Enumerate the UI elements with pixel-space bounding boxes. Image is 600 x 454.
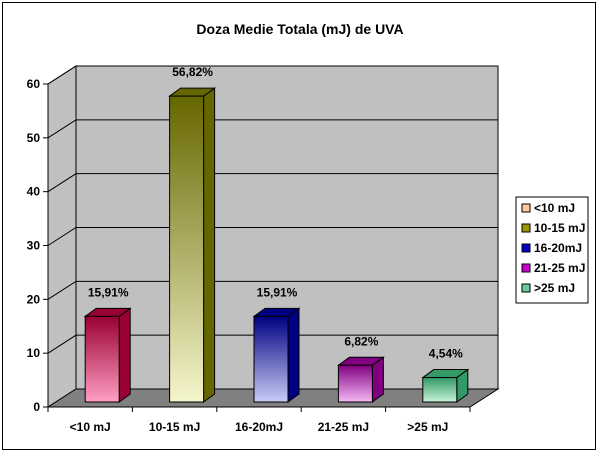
gridlines: [47, 65, 498, 354]
y-tick-label: 10: [27, 346, 41, 360]
data-label: 56,82%: [172, 65, 213, 79]
data-label: 6,82%: [344, 334, 378, 348]
gridline: [47, 227, 498, 246]
bar: [421, 368, 470, 403]
legend-item: 21-25 mJ: [521, 261, 585, 275]
x-tick-label: <10 mJ: [70, 420, 111, 434]
gridline: [47, 334, 498, 354]
bar: [336, 356, 385, 403]
gridline: [47, 119, 498, 139]
data-label: 4,54%: [429, 347, 463, 361]
y-axis: 0 10 20 30 40 50 60: [27, 77, 471, 414]
bar-front: [169, 95, 205, 403]
legend-swatch: [521, 283, 531, 293]
legend-swatch: [521, 263, 531, 273]
data-label: 15,91%: [88, 285, 129, 299]
gridline: [47, 65, 498, 85]
legend-swatch: [521, 243, 531, 253]
bar-front: [422, 377, 458, 403]
bar: [168, 87, 217, 403]
legend-label: >25 mJ: [534, 281, 575, 295]
legend-label: 16-20mJ: [534, 241, 582, 255]
x-tick-label: 21-25 mJ: [318, 420, 369, 434]
legend-swatch: [521, 223, 531, 233]
legend-swatch: [521, 203, 531, 213]
gridline: [47, 173, 498, 193]
bar-side: [118, 307, 131, 403]
y-tick-label: 40: [27, 185, 41, 199]
bar-front: [84, 315, 120, 403]
legend-item: 16-20mJ: [521, 241, 582, 255]
legend-item: 10-15 mJ: [521, 221, 585, 235]
bar-front: [253, 315, 289, 403]
bar-side: [287, 307, 300, 403]
y-tick-label: 50: [27, 131, 41, 145]
y-tick-label: 30: [27, 239, 41, 253]
data-labels: 15,91% 56,82% 15,91% 6,82% 4,54%: [88, 65, 463, 360]
chart-title: Doza Medie Totala (mJ) de UVA: [196, 21, 403, 37]
legend-label: <10 mJ: [534, 201, 575, 215]
x-axis-labels: <10 mJ 10-15 mJ 16-20mJ 21-25 mJ >25 mJ: [70, 420, 449, 434]
x-tick-label: 16-20mJ: [235, 420, 283, 434]
legend-label: 10-15 mJ: [534, 221, 585, 235]
bar-side: [203, 87, 216, 403]
x-tick-label: 10-15 mJ: [149, 420, 200, 434]
y-tick-label: 0: [33, 400, 40, 414]
y-tick-label: 60: [27, 77, 41, 91]
bar-front: [337, 364, 373, 403]
legend-item: <10 mJ: [521, 201, 575, 215]
bars: [83, 87, 470, 403]
bar: [83, 307, 132, 403]
bar: [252, 307, 301, 403]
y-tick-label: 20: [27, 292, 41, 306]
legend-label: 21-25 mJ: [534, 261, 585, 275]
gridline: [47, 280, 498, 300]
legend-item: >25 mJ: [521, 281, 575, 295]
x-tick-label: >25 mJ: [407, 420, 448, 434]
data-label: 15,91%: [257, 285, 298, 299]
legend: <10 mJ 10-15 mJ 16-20mJ 21-25 mJ >25 mJ: [515, 196, 589, 304]
